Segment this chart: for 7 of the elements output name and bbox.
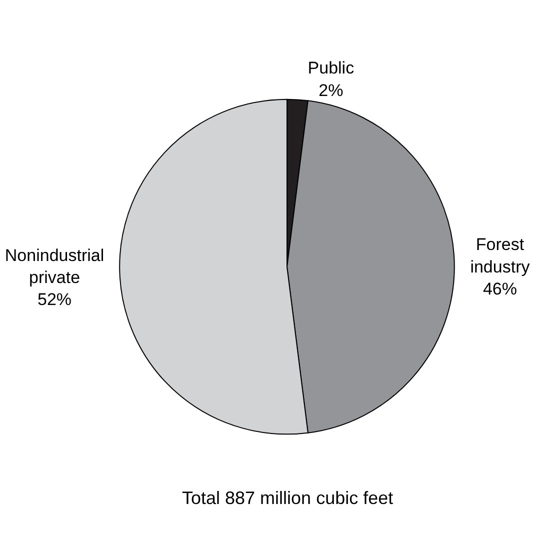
slice-label: Forest industry	[470, 235, 530, 276]
text: Total 887 million cubic feet	[182, 488, 394, 508]
data-label: 46%	[482, 279, 517, 298]
data-label: 52%	[37, 290, 72, 309]
slice-label: Nonindustrial private	[4, 246, 104, 287]
data-label: 2%	[318, 80, 344, 100]
slice-label: Public	[308, 58, 355, 78]
